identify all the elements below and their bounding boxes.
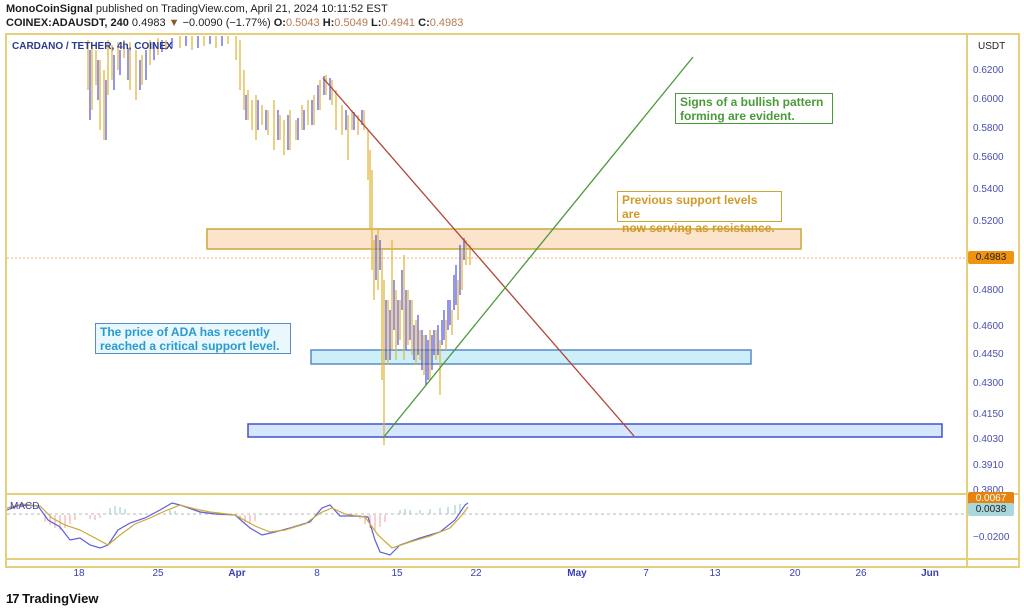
tradingview-logo[interactable]: 17 TradingView xyxy=(6,591,98,606)
down-arrow-icon: ▼ xyxy=(168,17,180,29)
price-tick: 0.6200 xyxy=(973,65,1004,76)
symbol-info: COINEX:ADAUSDT, 240 0.4983 ▼ −0.0090 (−1… xyxy=(6,17,463,29)
time-tick: 20 xyxy=(789,568,801,579)
price-tick: 0.5200 xyxy=(973,216,1004,227)
support-note: The price of ADA has recently reached a … xyxy=(95,323,291,354)
price-tick: 0.4450 xyxy=(973,349,1004,360)
high-value: 0.5049 xyxy=(334,17,368,29)
low-value: 0.4941 xyxy=(381,17,416,29)
price-change: −0.0090 (−1.77%) xyxy=(182,17,271,29)
last-price: 0.4983 xyxy=(131,17,166,29)
descending-trendline xyxy=(322,77,635,437)
time-tick: 8 xyxy=(314,568,320,579)
macd-histogram xyxy=(44,504,461,530)
time-tick: Apr xyxy=(228,568,246,579)
signal-value-tag: 0.0038 xyxy=(968,503,1014,516)
price-tick: 0.3910 xyxy=(973,460,1004,471)
indicator-divider xyxy=(5,493,1020,495)
price-tick: 0.4800 xyxy=(973,285,1004,296)
high-label: H: xyxy=(322,17,335,29)
time-tick: 22 xyxy=(470,568,482,579)
macd-label: MACD xyxy=(10,501,40,512)
time-tick: 15 xyxy=(391,568,403,579)
open-value: 0.5043 xyxy=(285,17,320,29)
time-axis-divider xyxy=(5,558,1020,560)
price-tick: 0.4030 xyxy=(973,434,1004,445)
price-tick: 0.5800 xyxy=(973,123,1004,134)
time-tick: 13 xyxy=(709,568,721,579)
price-tick: 0.4300 xyxy=(973,378,1004,389)
ascending-trendline xyxy=(382,56,694,439)
bullish-pattern-note: Signs of a bullish pattern forming are e… xyxy=(675,93,833,124)
resistance-zone xyxy=(206,228,802,250)
publish-info: MonoCoinSignal published on TradingView.… xyxy=(6,3,388,15)
chart-symbol-label: CARDANO / TETHER, 4h, COINEX xyxy=(12,41,173,52)
current-price-tag: 0.4983 xyxy=(968,251,1014,264)
published-text: published on TradingView.com, April 21, … xyxy=(95,3,388,15)
time-tick: May xyxy=(567,568,587,579)
price-tick: 0.6000 xyxy=(973,94,1004,105)
time-tick: 18 xyxy=(73,568,85,579)
deep-support-zone xyxy=(247,423,943,438)
publisher-name[interactable]: MonoCoinSignal xyxy=(6,3,93,15)
time-tick: 26 xyxy=(855,568,867,579)
price-axis-divider xyxy=(966,33,968,568)
price-tick: 0.3800 xyxy=(973,485,1004,496)
chart-frame xyxy=(5,33,1020,568)
price-tick: 0.4150 xyxy=(973,409,1004,420)
time-tick: Jun xyxy=(921,568,939,579)
signal-line xyxy=(6,503,469,549)
low-label: L: xyxy=(371,17,382,29)
open-label: O: xyxy=(273,17,286,29)
close-value: 0.4983 xyxy=(429,17,464,29)
resistance-note: Previous support levels are now serving … xyxy=(617,191,782,235)
tradingview-logo-text: TradingView xyxy=(22,591,99,606)
time-tick: 7 xyxy=(643,568,649,579)
macd-value-tag: 0.0067 xyxy=(968,492,1014,505)
price-tick: 0.4600 xyxy=(973,321,1004,332)
price-tick: 0.5600 xyxy=(973,152,1004,163)
tradingview-logo-icon: 17 xyxy=(6,591,20,606)
macd-line xyxy=(6,502,469,556)
close-label: C: xyxy=(418,17,430,29)
macd-tick: −0.0200 xyxy=(973,532,1010,543)
price-tick: 0.5400 xyxy=(973,184,1004,195)
support-zone xyxy=(310,349,752,365)
symbol-interval: COINEX:ADAUSDT, 240 xyxy=(6,17,129,29)
time-tick: 25 xyxy=(152,568,164,579)
price-axis-unit: USDT xyxy=(978,41,1006,52)
